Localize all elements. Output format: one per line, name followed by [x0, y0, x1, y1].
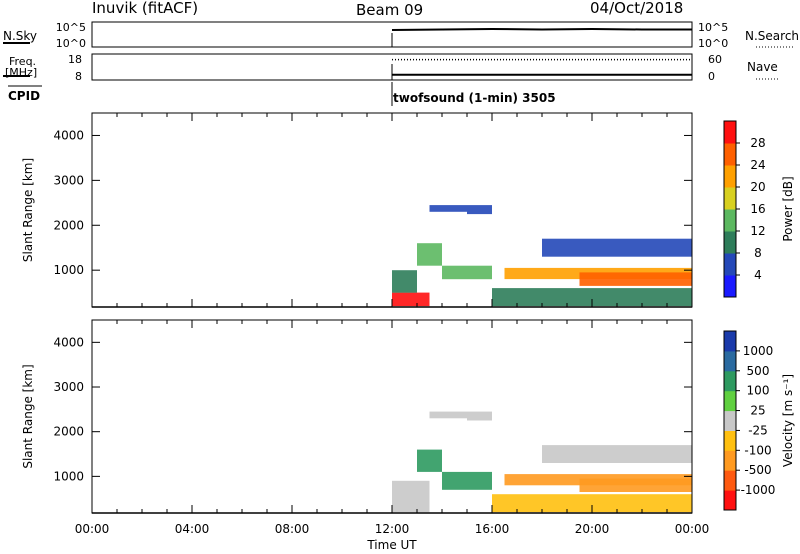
y-tick-label: 3000 — [53, 173, 84, 187]
cpid-value: twofsound (1-min) 3505 — [393, 91, 556, 105]
x-tick-label: 20:00 — [575, 522, 610, 536]
date-title: 04/Oct/2018 — [590, 0, 684, 17]
x-tick-label: 00:00 — [675, 522, 710, 536]
data-region — [542, 445, 692, 463]
nsearch-tick-top: 10^5 — [698, 21, 728, 34]
power-colorbar-swatch — [724, 165, 736, 188]
nsearch-label: N.Search — [745, 29, 800, 43]
freq-label: Freq. — [9, 55, 37, 68]
power-panel: 1000 2000 3000 4000 Slant Range [km] — [21, 112, 693, 308]
data-region — [492, 494, 692, 513]
freq-tick-top: 18 — [68, 53, 82, 66]
data-region — [429, 205, 467, 212]
x-tick-label: 08:00 — [275, 522, 310, 536]
y-tick-label: 4000 — [53, 335, 84, 349]
power-colorbar-swatch — [724, 253, 736, 276]
velocity-colorbar-label: Velocity [m s⁻¹] — [781, 374, 795, 467]
nsky-series-line — [391, 27, 692, 31]
power-colorbar-tick-label: 28 — [750, 136, 765, 150]
data-region — [467, 411, 492, 421]
station-title: Inuvik (fitACF) — [92, 0, 199, 17]
velocity-colorbar-swatch — [724, 470, 736, 491]
nave-label: Nave — [747, 60, 778, 74]
power-colorbar-swatch — [724, 121, 736, 144]
velocity-colorbar-tick-label: -100 — [744, 443, 771, 457]
velocity-colorbar-tick-label: 100 — [747, 384, 770, 398]
power-colorbar-tick-label: 4 — [754, 268, 762, 282]
velocity-colorbar-tick-label: 1000 — [743, 344, 774, 358]
x-tick-label: 00:00 — [75, 522, 110, 536]
velocity-colorbar-swatch — [724, 390, 736, 412]
power-colorbar-swatch — [724, 143, 736, 166]
velocity-colorbar-tick-label: -1000 — [741, 483, 776, 497]
y-tick-label: 1000 — [53, 469, 84, 483]
cpid-label: CPID — [8, 89, 41, 103]
nsky-tick-top: 10^5 — [56, 21, 86, 34]
strip-panels: 10^5 10^0 10^5 10^0 18 8 60 0 — [3, 21, 795, 106]
beam-title: Beam 09 — [356, 1, 424, 19]
data-region — [392, 270, 417, 293]
data-region — [429, 411, 467, 419]
velocity-colorbar-swatch — [724, 450, 736, 471]
data-region — [442, 265, 492, 280]
data-region — [417, 243, 442, 266]
nsearch-tick-bottom: 10^0 — [698, 37, 728, 50]
data-region — [579, 272, 692, 286]
velocity-colorbar-swatch — [724, 410, 736, 431]
velocity-colorbar-swatch — [724, 490, 736, 511]
data-region — [392, 480, 430, 513]
y-axis-label: Slant Range [km] — [21, 158, 35, 262]
x-tick-label: 16:00 — [475, 522, 510, 536]
velocity-colorbar-frame — [723, 330, 737, 511]
power-colorbar-tick-label: 24 — [750, 158, 765, 172]
power-colorbar-tick-label: 12 — [750, 224, 765, 238]
y-tick-label: 3000 — [53, 380, 84, 394]
power-colorbar-swatch — [724, 275, 736, 298]
data-region — [467, 205, 492, 215]
data-region — [579, 478, 692, 492]
y-axis-label: Slant Range [km] — [21, 364, 35, 468]
velocity-colorbar-swatch — [724, 350, 736, 372]
velocity-colorbar-tick-label: 25 — [750, 404, 765, 418]
velocity-colorbar-tick-label: -500 — [744, 463, 771, 477]
y-tick-label: 1000 — [53, 263, 84, 277]
power-colorbar-tick-label: 8 — [754, 246, 762, 260]
velocity-colorbar-swatch — [724, 370, 736, 392]
power-colorbar-swatch — [724, 231, 736, 254]
x-tick-label: 04:00 — [175, 522, 210, 536]
power-colorbar-tick-label: 20 — [750, 180, 765, 194]
power-colorbar-swatch — [724, 187, 736, 210]
velocity-colorbar-tick-label: 500 — [747, 364, 770, 378]
colorbars: 4 8 12 16 20 24 28 Power [dB] -1000 -500 -100 -25 25… — [723, 120, 795, 511]
data-region — [492, 288, 692, 307]
velocity-colorbar-swatch — [724, 331, 736, 352]
velocity-panel: 1000 2000 3000 4000 Slant Range [km] 00:00 04:… — [21, 319, 710, 552]
data-region — [442, 471, 492, 490]
nave-tick-bottom: 0 — [708, 70, 715, 83]
data-region — [392, 292, 430, 307]
y-tick-label: 4000 — [53, 128, 84, 142]
power-colorbar-tick-label: 16 — [750, 202, 765, 216]
velocity-colorbar-tick-label: -25 — [748, 423, 768, 437]
power-colorbar-label: Power [dB] — [781, 176, 795, 241]
data-region — [417, 449, 442, 472]
nave-tick-top: 60 — [708, 53, 722, 66]
velocity-colorbar-swatch — [724, 430, 736, 451]
x-tick-label: 12:00 — [375, 522, 410, 536]
y-tick-label: 2000 — [53, 218, 84, 232]
data-region — [542, 238, 692, 257]
freq-tick-bottom: 8 — [75, 70, 82, 83]
nsky-tick-bottom: 10^0 — [56, 37, 86, 50]
power-colorbar-swatch — [724, 209, 736, 232]
nsky-label: N.Sky — [3, 29, 38, 43]
y-tick-label: 2000 — [53, 425, 84, 439]
x-axis-label: Time UT — [366, 538, 417, 552]
